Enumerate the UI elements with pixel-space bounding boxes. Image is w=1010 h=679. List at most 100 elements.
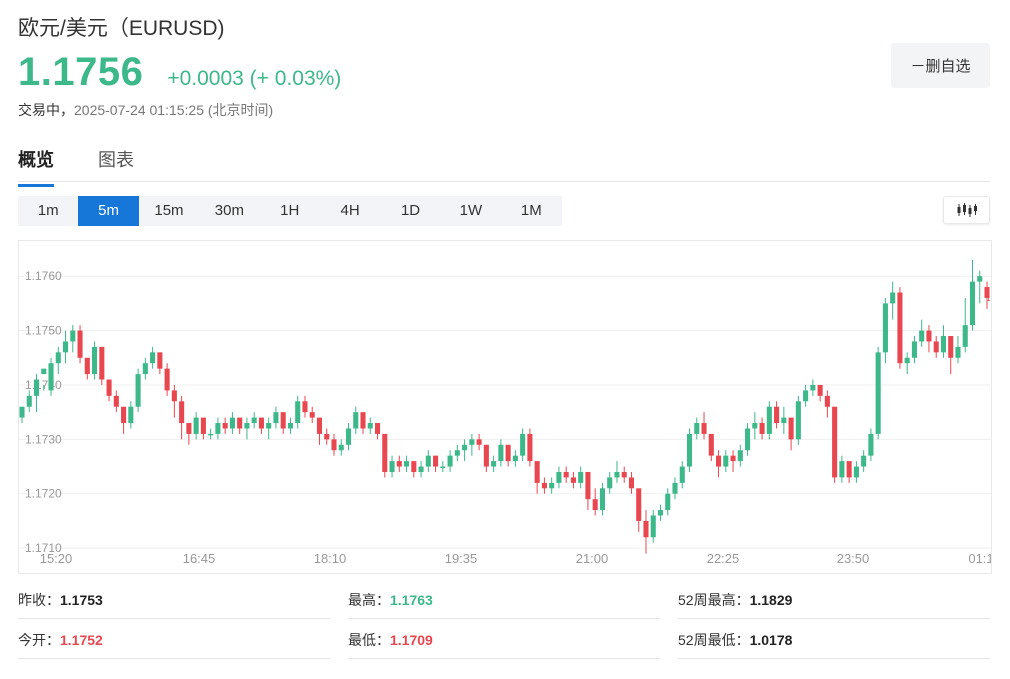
- candle-body: [353, 412, 359, 429]
- candle-body: [940, 336, 947, 353]
- candle-body: [324, 433, 330, 440]
- candle-body: [599, 488, 605, 511]
- candle-body: [636, 488, 642, 521]
- candle-body: [716, 455, 722, 467]
- trading-status: 交易中，2025-07-24 01:15:25 (北京时间): [18, 100, 273, 120]
- candle-body: [665, 493, 671, 511]
- candle-body: [295, 401, 301, 424]
- stat-label: 今开：: [18, 632, 60, 648]
- stat-label: 52周最高：: [678, 592, 750, 608]
- x-tick-label: 22:25: [707, 551, 740, 566]
- candle-body: [229, 417, 235, 429]
- candle-body: [737, 450, 743, 462]
- stat-52w-low: 52周最低：1.0178: [678, 625, 990, 659]
- price-change: +0.0003 (+ 0.03%): [167, 67, 342, 90]
- candle-body: [882, 303, 888, 353]
- tab-overview[interactable]: 概览: [18, 146, 54, 187]
- candle-body: [759, 423, 765, 434]
- last-price-label: 1: [986, 294, 991, 303]
- period-1w[interactable]: 1W: [459, 202, 483, 219]
- candle-body: [563, 471, 569, 478]
- candle-body: [26, 395, 32, 407]
- stat-label: 52周最低：: [678, 632, 750, 648]
- candle-body: [208, 433, 214, 436]
- candle-body: [955, 346, 961, 358]
- period-1mo[interactable]: 1M: [520, 202, 542, 219]
- candle-body: [440, 466, 446, 469]
- candle-body: [730, 455, 736, 462]
- stat-open: 今开：1.1752: [18, 625, 330, 659]
- candle-body: [766, 406, 772, 434]
- period-4h[interactable]: 4H: [340, 202, 360, 219]
- candle-body: [433, 455, 439, 467]
- candle-body: [200, 417, 206, 434]
- candle-body: [374, 423, 381, 434]
- candle-body: [650, 515, 656, 538]
- period-1h[interactable]: 1H: [280, 202, 300, 219]
- candle-body: [33, 379, 40, 396]
- period-30m[interactable]: 30m: [214, 202, 244, 219]
- candle-body: [237, 417, 243, 429]
- candle-body: [164, 368, 170, 391]
- candle-body: [19, 406, 25, 418]
- candle-body: [171, 390, 177, 402]
- x-tick-label: 15:20: [40, 551, 73, 566]
- candle-body: [897, 292, 903, 364]
- instrument-title: 欧元/美元（EURUSD): [18, 17, 225, 40]
- tab-chart[interactable]: 图表: [98, 150, 134, 170]
- candle-body: [62, 341, 69, 353]
- stat-high: 最高：1.1763: [348, 585, 660, 619]
- candle-body: [861, 455, 867, 467]
- candle-body: [549, 482, 555, 489]
- candle-body: [84, 357, 90, 375]
- candle-body: [795, 401, 801, 440]
- quote-timestamp: 2025-07-24 01:15:25 (北京时间): [74, 102, 274, 118]
- remove-watchlist-button[interactable]: －删自选: [891, 43, 990, 88]
- x-tick-label: 21:00: [576, 551, 609, 566]
- candle-body: [969, 281, 976, 326]
- period-5m[interactable]: 5m: [78, 196, 139, 226]
- candle-body: [135, 374, 141, 407]
- chart-type-button[interactable]: [943, 196, 990, 224]
- candle-body: [447, 455, 453, 467]
- stat-low: 最低：1.1709: [348, 625, 660, 659]
- candle-body: [99, 346, 105, 380]
- candle-body: [933, 341, 939, 353]
- candle-body: [309, 412, 315, 418]
- candle-body: [868, 433, 874, 456]
- stat-label: 昨收：: [18, 592, 60, 608]
- candle-body: [462, 444, 468, 451]
- candle-body: [244, 423, 250, 429]
- candle-body: [70, 330, 76, 342]
- period-1m[interactable]: 1m: [37, 202, 59, 219]
- candle-body: [948, 336, 954, 358]
- candle-body: [331, 439, 337, 451]
- candle-body: [186, 423, 192, 434]
- candlestick-chart: 1.17601.17501.17401.17301.17201.1710115:…: [19, 259, 991, 566]
- candle-body: [781, 417, 787, 424]
- candle-body: [803, 390, 809, 402]
- candle-body: [469, 439, 475, 445]
- candle-body: [55, 352, 61, 364]
- candle-body: [360, 412, 366, 429]
- candle-body: [273, 412, 279, 424]
- candle-body: [904, 357, 910, 364]
- candle-body: [77, 330, 83, 358]
- period-1d[interactable]: 1D: [400, 202, 421, 219]
- candle-body: [614, 471, 620, 478]
- candle-body: [541, 482, 547, 489]
- price-chart[interactable]: 1.17601.17501.17401.17301.17201.1710115:…: [18, 240, 992, 574]
- candle-body: [875, 352, 881, 434]
- candle-body: [258, 417, 264, 429]
- candle-body: [817, 384, 823, 396]
- stat-value: 1.1709: [390, 632, 433, 648]
- candle-body: [280, 412, 286, 429]
- candle-body: [701, 423, 707, 434]
- candle-body: [382, 433, 388, 472]
- current-price: 1.1756: [18, 50, 144, 94]
- candle-body: [251, 417, 257, 424]
- candlestick-icon: [957, 203, 977, 217]
- candle-body: [491, 461, 497, 467]
- candle-body: [157, 352, 163, 369]
- period-15m[interactable]: 15m: [154, 202, 184, 219]
